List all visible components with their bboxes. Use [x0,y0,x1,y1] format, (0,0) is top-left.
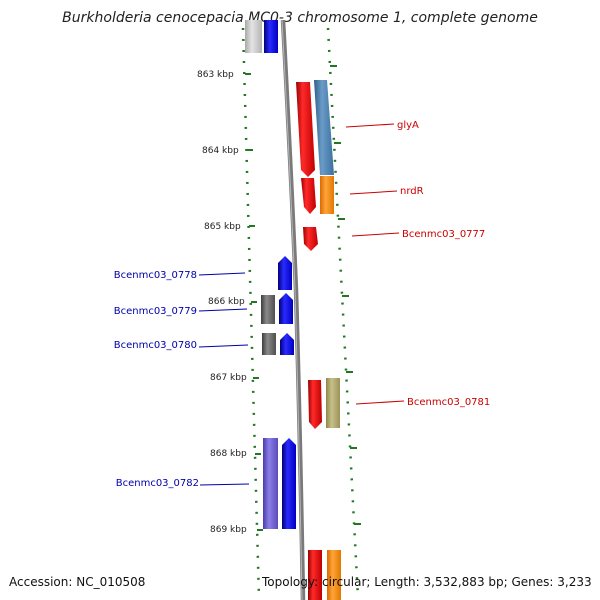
gene-bcenmc03-0780[interactable] [262,333,294,355]
gene-label-bcenmc03-0780[interactable]: Bcenmc03_0780 [114,340,197,351]
tick-label-864: 864 kbp [202,146,239,156]
gene-label-bcenmc03-0779[interactable]: Bcenmc03_0779 [114,306,197,317]
gene-label-glyA[interactable]: glyA [397,120,419,131]
gene-label-bcenmc03-0782[interactable]: Bcenmc03_0782 [116,478,199,489]
tick-label-865: 865 kbp [204,222,241,232]
gene-bcenmc03-0781[interactable] [308,378,340,429]
gene-glyA[interactable] [296,80,334,177]
tick-label-869: 869 kbp [210,525,247,535]
tick-marks [245,65,361,531]
label-leaders [198,123,405,486]
gene-label-bcenmc03-0778[interactable]: Bcenmc03_0778 [114,270,197,281]
gene-bcenmc03-0782[interactable] [263,438,296,529]
gene-label-bcenmc03-0781[interactable]: Bcenmc03_0781 [407,397,490,408]
accession-text: Accession: NC_010508 [9,575,146,589]
gene-bcenmc03-0779[interactable] [261,293,293,324]
tick-label-867: 867 kbp [210,373,247,383]
gene-bcenmc03-0778[interactable] [278,256,292,290]
gene-nrdR[interactable] [301,176,334,214]
genome-stats-text: Topology: circular; Length: 3,532,883 bp… [262,575,592,589]
map-title: Burkholderia cenocepacia MC0-3 chromosom… [62,10,538,26]
gene-bcenmc03-0777[interactable] [303,227,318,251]
gene-label-nrdR[interactable]: nrdR [400,186,424,197]
partial-genes-bottom [308,550,341,600]
chromosome-backbone [280,19,306,600]
tick-label-868: 868 kbp [210,449,247,459]
tick-label-863: 863 kbp [197,70,234,80]
partial-genes-top [245,20,278,53]
tick-label-866: 866 kbp [208,297,245,307]
kbp-labels: 863 kbp 864 kbp 865 kbp 866 kbp 867 kbp … [197,70,247,535]
gene-label-bcenmc03-0777[interactable]: Bcenmc03_0777 [402,229,485,240]
